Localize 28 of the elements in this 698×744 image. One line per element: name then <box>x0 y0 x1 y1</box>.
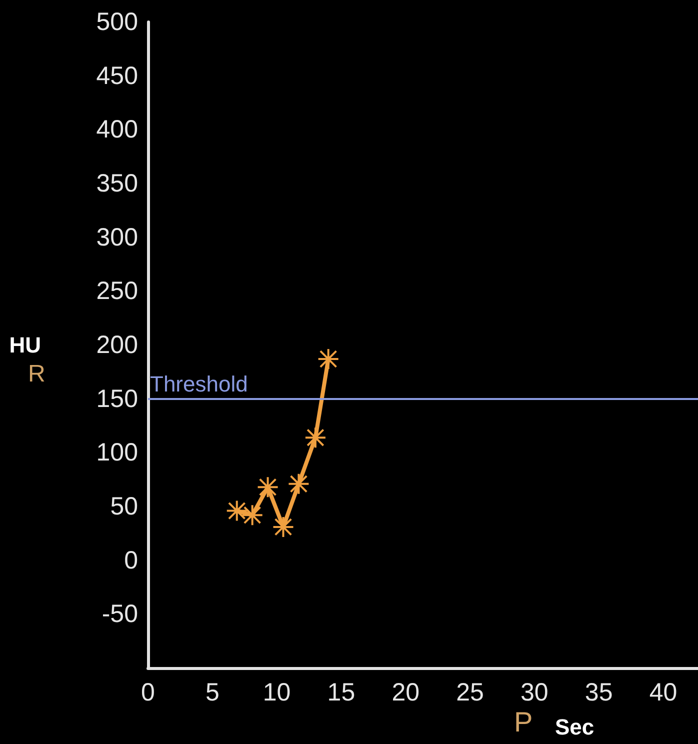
x-tick-label: 5 <box>205 678 220 706</box>
x-tick-label: 10 <box>262 678 291 706</box>
y-tick-label: -50 <box>102 600 138 628</box>
x-tick-label: 30 <box>520 678 548 706</box>
y-tick-label: 500 <box>96 8 138 36</box>
y-tick-label: 450 <box>96 62 138 90</box>
x-tick-label: 15 <box>327 678 356 706</box>
x-tick-label: 40 <box>649 678 678 706</box>
y-tick-label: 400 <box>96 116 138 144</box>
y-tick-label: 0 <box>124 546 138 574</box>
y-tick-label: 250 <box>96 277 138 306</box>
y-tick-label: 300 <box>96 223 138 252</box>
text: P <box>514 706 533 738</box>
x-tick-label: 25 <box>456 678 484 706</box>
y-tick-label: 200 <box>96 331 138 359</box>
y-axis-title: HU <box>9 332 41 358</box>
x-tick-label: 0 <box>141 678 155 706</box>
x-tick-label: 20 <box>392 678 420 706</box>
y-tick-label: 100 <box>96 438 138 467</box>
point <box>318 348 338 369</box>
y-tick-label: 50 <box>110 492 138 520</box>
point <box>273 516 294 537</box>
x-axis-title: Sec <box>555 714 594 740</box>
ref-line-label: Threshold <box>150 371 248 396</box>
y-tick-label: 350 <box>96 170 138 198</box>
text: R <box>28 360 46 388</box>
y-tick-label: 150 <box>96 384 138 413</box>
x-tick-label: 35 <box>584 678 613 706</box>
